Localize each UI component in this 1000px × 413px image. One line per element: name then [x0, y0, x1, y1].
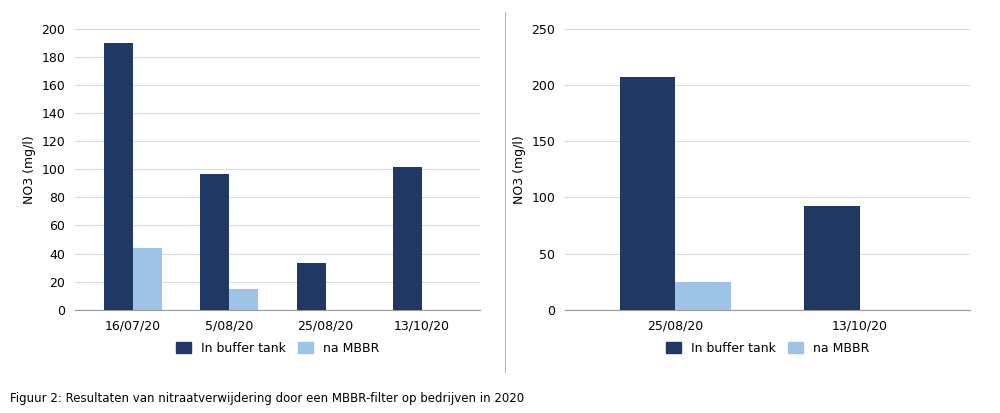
Legend: In buffer tank, na MBBR: In buffer tank, na MBBR	[171, 337, 384, 360]
Bar	[675, 282, 731, 310]
Bar	[393, 166, 422, 310]
Bar	[104, 43, 133, 310]
Y-axis label: NO3 (mg/l): NO3 (mg/l)	[513, 135, 526, 204]
Bar	[200, 173, 229, 310]
Bar	[804, 206, 860, 310]
Bar	[229, 289, 258, 310]
Bar	[133, 248, 162, 310]
Legend: In buffer tank, na MBBR: In buffer tank, na MBBR	[661, 337, 874, 360]
Bar	[620, 77, 675, 310]
Bar	[297, 263, 326, 310]
Text: Figuur 2: Resultaten van nitraatverwijdering door een MBBR-filter op bedrijven i: Figuur 2: Resultaten van nitraatverwijde…	[10, 392, 524, 405]
Y-axis label: NO3 (mg/l): NO3 (mg/l)	[23, 135, 36, 204]
